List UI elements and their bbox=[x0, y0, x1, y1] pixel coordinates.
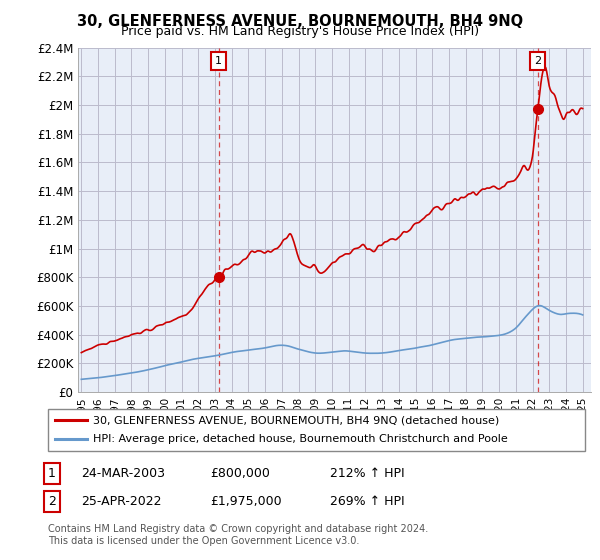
Text: £1,975,000: £1,975,000 bbox=[210, 494, 281, 508]
Text: 2: 2 bbox=[534, 57, 541, 67]
Text: 1: 1 bbox=[48, 466, 56, 480]
Text: 30, GLENFERNESS AVENUE, BOURNEMOUTH, BH4 9NQ: 30, GLENFERNESS AVENUE, BOURNEMOUTH, BH4… bbox=[77, 14, 523, 29]
Text: Contains HM Land Registry data © Crown copyright and database right 2024.
This d: Contains HM Land Registry data © Crown c… bbox=[48, 524, 428, 546]
Text: 25-APR-2022: 25-APR-2022 bbox=[81, 494, 161, 508]
Text: 269% ↑ HPI: 269% ↑ HPI bbox=[330, 494, 404, 508]
Text: 1: 1 bbox=[215, 57, 222, 67]
Text: 212% ↑ HPI: 212% ↑ HPI bbox=[330, 466, 404, 480]
Text: HPI: Average price, detached house, Bournemouth Christchurch and Poole: HPI: Average price, detached house, Bour… bbox=[93, 435, 508, 445]
Text: Price paid vs. HM Land Registry's House Price Index (HPI): Price paid vs. HM Land Registry's House … bbox=[121, 25, 479, 38]
Text: 30, GLENFERNESS AVENUE, BOURNEMOUTH, BH4 9NQ (detached house): 30, GLENFERNESS AVENUE, BOURNEMOUTH, BH4… bbox=[93, 415, 499, 425]
Text: £800,000: £800,000 bbox=[210, 466, 270, 480]
Text: 24-MAR-2003: 24-MAR-2003 bbox=[81, 466, 165, 480]
Text: 2: 2 bbox=[48, 494, 56, 508]
